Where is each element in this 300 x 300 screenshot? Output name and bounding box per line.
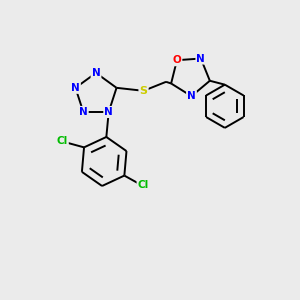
Text: N: N <box>79 107 88 117</box>
Text: N: N <box>104 107 113 117</box>
Text: N: N <box>187 91 196 101</box>
Text: N: N <box>196 53 205 64</box>
Text: S: S <box>140 86 148 96</box>
Text: N: N <box>71 83 80 93</box>
Text: Cl: Cl <box>138 181 149 190</box>
Text: N: N <box>92 68 100 78</box>
Text: Cl: Cl <box>56 136 68 146</box>
Text: O: O <box>172 55 181 65</box>
